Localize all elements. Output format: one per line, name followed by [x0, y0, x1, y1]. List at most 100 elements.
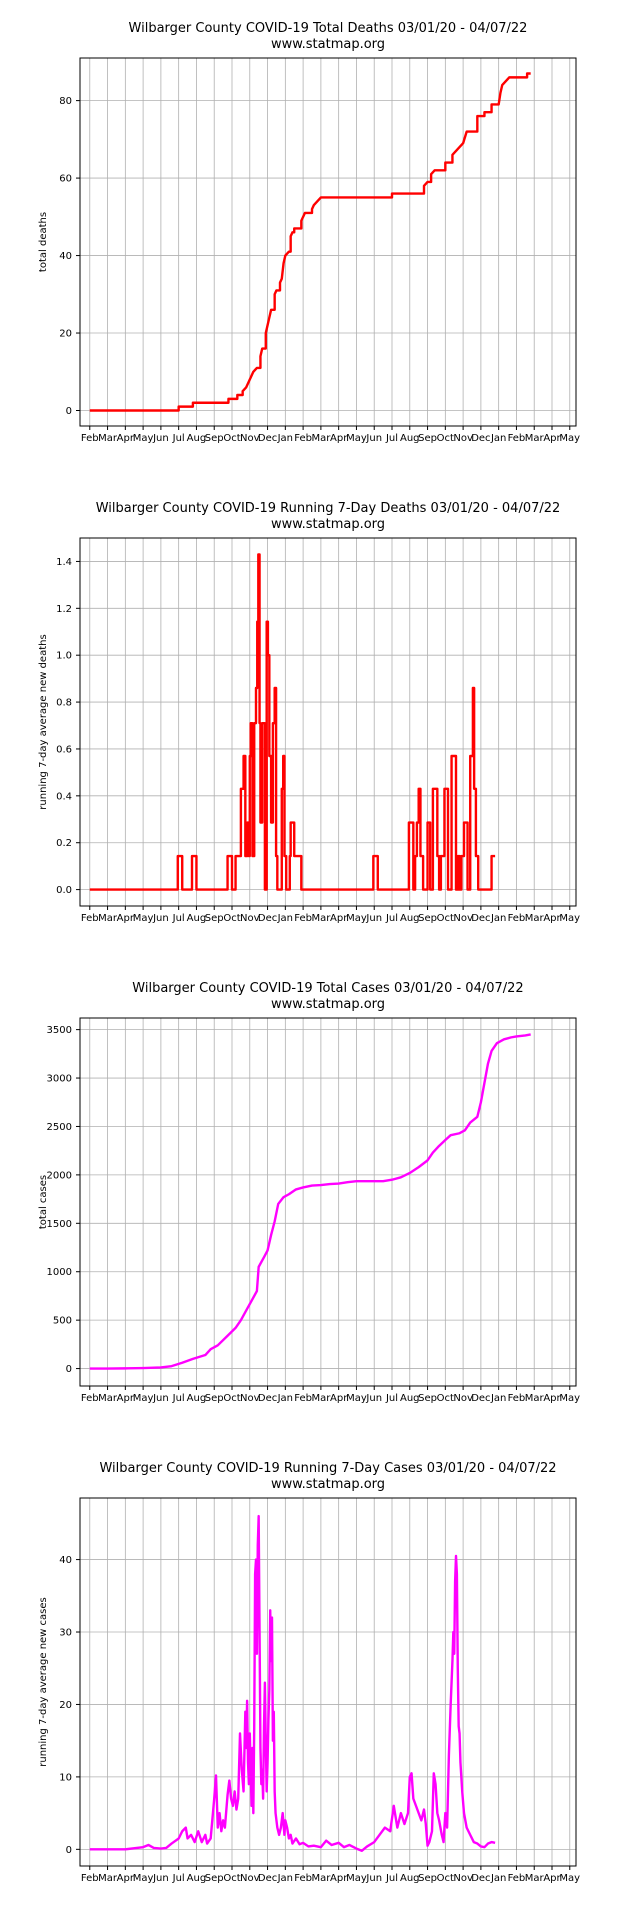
x-tick-label: Oct	[437, 1393, 454, 1404]
y-tick-label: 10	[59, 1772, 72, 1783]
x-tick-label: Nov	[453, 433, 473, 444]
x-tick-label: Oct	[437, 433, 454, 444]
x-tick-label: Nov	[453, 1873, 473, 1884]
y-tick-label: 20	[59, 329, 72, 340]
x-tick-label: Sep	[205, 1393, 224, 1404]
x-tick-label: Mar	[525, 1873, 545, 1884]
x-tick-label: Jul	[172, 1873, 185, 1884]
x-tick-label: Mar	[311, 913, 331, 924]
x-tick-label: Oct	[437, 1873, 454, 1884]
x-tick-label: Apr	[330, 433, 348, 444]
series-line	[89, 72, 531, 412]
x-tick-label: Jan	[277, 1873, 293, 1884]
x-tick-label: Mar	[525, 913, 545, 924]
x-tick-label: Oct	[223, 913, 240, 924]
x-tick-label: Mar	[525, 433, 545, 444]
x-tick-label: Apr	[117, 913, 135, 924]
x-tick-label: Sep	[418, 1873, 437, 1884]
chart-running-deaths: Wilbarger County COVID-19 Running 7-Day …	[38, 501, 580, 924]
x-tick-label: Aug	[187, 1873, 207, 1884]
x-tick-label: Mar	[98, 1393, 118, 1404]
y-tick-label: 2000	[47, 1170, 72, 1181]
x-tick-label: Dec	[258, 433, 277, 444]
x-tick-label: Apr	[543, 433, 561, 444]
chart-title: Wilbarger County COVID-19 Running 7-Day …	[96, 501, 561, 516]
x-tick-label: Dec	[258, 913, 277, 924]
x-tick-label: Aug	[400, 913, 420, 924]
x-tick-label: Jul	[385, 1393, 398, 1404]
x-tick-label: Apr	[117, 1873, 135, 1884]
y-tick-label: 40	[59, 1555, 72, 1566]
y-axis-label: total deaths	[38, 212, 49, 272]
x-tick-label: Aug	[400, 433, 420, 444]
y-tick-label: 80	[59, 96, 72, 107]
x-tick-label: Feb	[508, 433, 526, 444]
x-tick-label: Nov	[240, 1873, 260, 1884]
x-tick-label: Feb	[81, 1873, 99, 1884]
x-tick-label: Jun	[152, 1873, 169, 1884]
x-tick-label: Jul	[172, 913, 185, 924]
y-axis-label: total cases	[38, 1175, 49, 1229]
y-tick-label: 1.2	[56, 604, 72, 615]
x-tick-label: Dec	[258, 1393, 277, 1404]
x-tick-label: Aug	[187, 1393, 207, 1404]
chart-title: Wilbarger County COVID-19 Total Deaths 0…	[129, 21, 528, 36]
x-tick-label: Jun	[365, 1393, 382, 1404]
x-tick-label: Oct	[223, 1393, 240, 1404]
x-tick-label: Apr	[330, 913, 348, 924]
y-tick-label: 2500	[47, 1122, 72, 1133]
x-tick-label: Jan	[277, 1393, 293, 1404]
x-tick-label: Sep	[205, 913, 224, 924]
x-tick-label: Feb	[294, 1873, 312, 1884]
x-tick-label: Mar	[98, 433, 118, 444]
x-tick-label: Feb	[294, 913, 312, 924]
y-tick-label: 0	[66, 1364, 72, 1375]
x-tick-label: Apr	[117, 433, 135, 444]
x-tick-label: Nov	[240, 1393, 260, 1404]
x-tick-label: May	[133, 1393, 154, 1404]
x-tick-label: May	[559, 1873, 580, 1884]
y-axis-label: running 7-day average new cases	[38, 1597, 49, 1766]
y-tick-label: 3000	[47, 1074, 72, 1085]
y-tick-label: 0	[66, 406, 72, 417]
x-tick-label: Dec	[471, 913, 490, 924]
x-tick-label: Apr	[117, 1393, 135, 1404]
x-tick-label: Mar	[98, 1873, 118, 1884]
x-tick-label: Apr	[543, 1393, 561, 1404]
chart-subtitle: www.statmap.org	[271, 37, 385, 52]
y-tick-label: 0.2	[56, 838, 72, 849]
x-tick-label: Nov	[240, 913, 260, 924]
chart-running-cases: Wilbarger County COVID-19 Running 7-Day …	[38, 1461, 580, 1884]
x-tick-label: Jun	[152, 913, 169, 924]
x-tick-label: May	[559, 913, 580, 924]
x-tick-label: Nov	[453, 1393, 473, 1404]
y-tick-label: 0.6	[56, 744, 72, 755]
y-tick-label: 3500	[47, 1025, 72, 1036]
x-tick-label: Dec	[471, 1873, 490, 1884]
x-tick-label: Nov	[453, 913, 473, 924]
x-tick-label: Jun	[365, 433, 382, 444]
chart-subtitle: www.statmap.org	[271, 997, 385, 1012]
x-tick-label: Sep	[205, 433, 224, 444]
x-tick-label: May	[133, 433, 154, 444]
x-tick-label: Nov	[240, 433, 260, 444]
y-tick-label: 1500	[47, 1219, 72, 1230]
x-tick-label: Jul	[385, 433, 398, 444]
x-tick-label: Jul	[172, 433, 185, 444]
plot-frame	[79, 1017, 577, 1387]
y-tick-label: 30	[59, 1628, 72, 1639]
x-tick-label: Mar	[311, 433, 331, 444]
x-tick-label: Mar	[311, 1873, 331, 1884]
plot-frame	[79, 57, 577, 427]
x-tick-label: May	[133, 913, 154, 924]
y-tick-label: 20	[59, 1700, 72, 1711]
x-tick-label: Aug	[400, 1873, 420, 1884]
x-tick-label: Sep	[418, 913, 437, 924]
x-tick-label: Feb	[508, 1873, 526, 1884]
chart-subtitle: www.statmap.org	[271, 1477, 385, 1492]
x-tick-label: May	[346, 1873, 367, 1884]
y-tick-label: 1000	[47, 1267, 72, 1278]
x-tick-label: Jun	[152, 1393, 169, 1404]
x-tick-label: May	[133, 1873, 154, 1884]
x-tick-label: Jun	[365, 1873, 382, 1884]
